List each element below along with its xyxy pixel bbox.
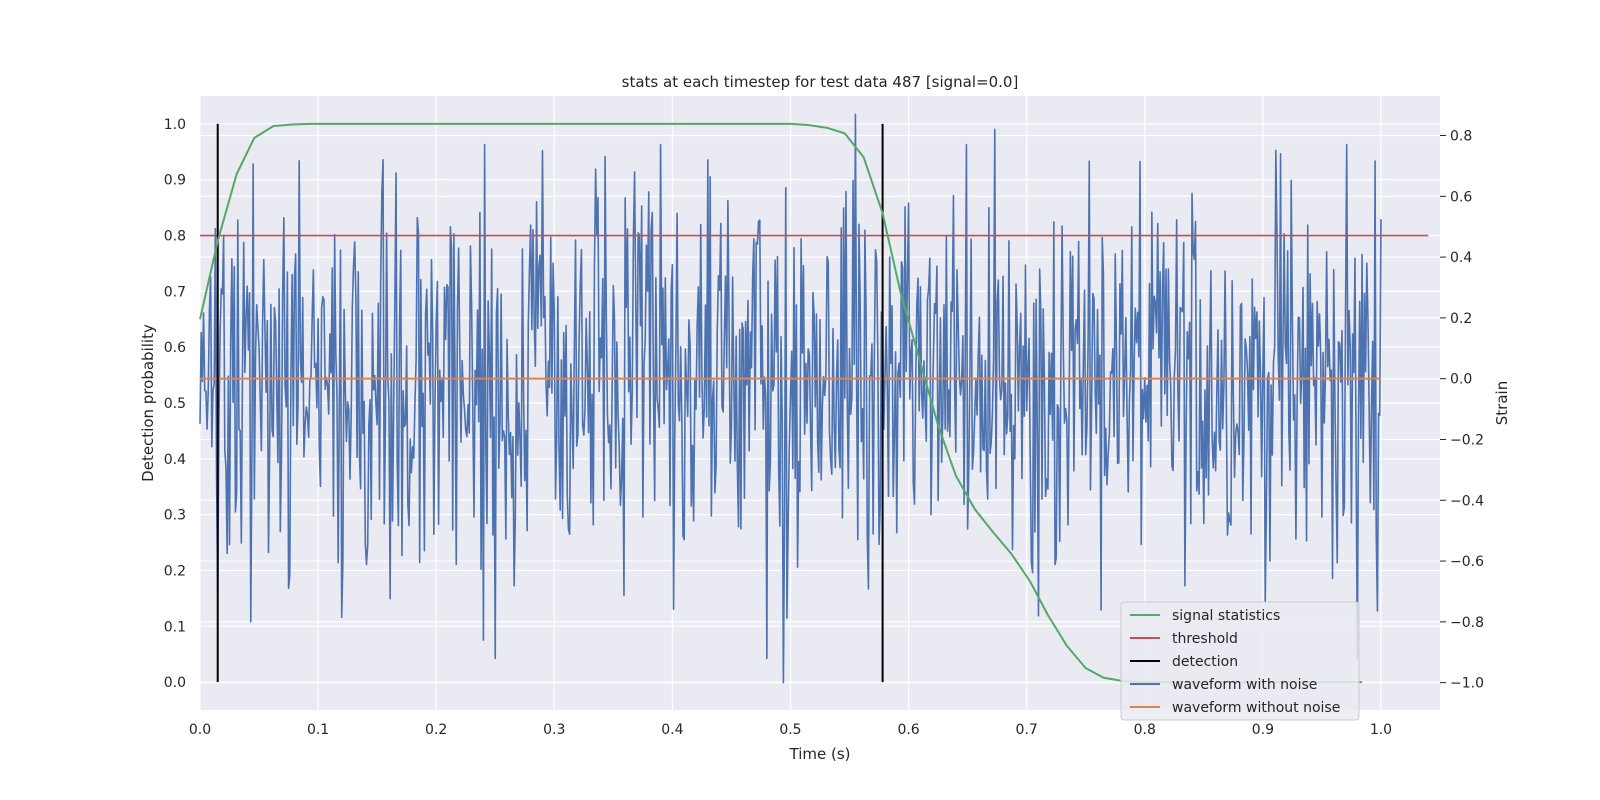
y-tick-label-right: 0.4 (1450, 250, 1472, 266)
y-tick-label-left: 0.7 (164, 284, 186, 300)
y-tick-label-left: 0.6 (164, 340, 186, 356)
x-tick-label: 0.7 (1016, 722, 1038, 738)
y-axis-title-right: Strain (1493, 381, 1511, 425)
x-tick-label: 0.6 (897, 722, 919, 738)
y-axis-title-left: Detection probability (139, 324, 157, 482)
y-tick-label-right: −0.6 (1450, 554, 1484, 570)
x-tick-label: 0.4 (661, 722, 683, 738)
legend-label-waveform-without-noise: waveform without noise (1172, 700, 1340, 716)
y-tick-label-left: 0.8 (164, 229, 186, 245)
y-tick-label-right: 0.0 (1450, 372, 1472, 388)
y-tick-label-right: 0.6 (1450, 189, 1472, 205)
legend-box (1120, 601, 1360, 721)
axes-layer: 0.0 0.1 0.2 0.3 0.4 0.5 0.6 0.7 0.8 0.9 1.0 0.0 0.1 0… (164, 117, 1484, 738)
y-tick-label-left: 0.9 (164, 173, 186, 189)
y-tick-label-right: −0.4 (1450, 493, 1484, 509)
legend-label-threshold: threshold (1172, 631, 1238, 647)
legend-label-waveform-with-noise: waveform with noise (1172, 677, 1317, 693)
x-tick-label: 0.2 (425, 722, 447, 738)
x-tick-label: 0.5 (779, 722, 801, 738)
y-tick-label-left: 1.0 (164, 117, 186, 133)
x-tick-label: 0.9 (1252, 722, 1274, 738)
y-tick-label-left: 0.0 (164, 675, 186, 691)
legend-label-detection: detection (1172, 654, 1238, 670)
series-waveform-with-noise (199, 113, 1382, 684)
legend-label-signal-statistics: signal statistics (1172, 608, 1280, 624)
x-tick-label: 0.8 (1134, 722, 1156, 738)
x-tick-label: 0.0 (189, 722, 211, 738)
y-tick-label-left: 0.4 (164, 452, 186, 468)
y-tick-label-right: 0.8 (1450, 129, 1472, 145)
y-tick-label-right: −0.8 (1450, 615, 1484, 631)
x-axis-title: Time (s) (789, 745, 851, 763)
x-tick-label: 0.3 (543, 722, 565, 738)
y-tick-label-left: 0.5 (164, 396, 186, 412)
y-tick-label-left: 0.3 (164, 508, 186, 524)
y-tick-label-left: 0.2 (164, 563, 186, 579)
x-tick-label: 0.1 (307, 722, 329, 738)
x-tick-label: 1.0 (1370, 722, 1392, 738)
y-tick-label-right: 0.2 (1450, 311, 1472, 327)
y-tick-label-left: 0.1 (164, 619, 186, 635)
legend: signal statistics threshold detection wa… (1120, 601, 1360, 721)
y-tick-label-right: −1.0 (1450, 676, 1484, 692)
y-tick-label-right: −0.2 (1450, 432, 1484, 448)
chart-title: stats at each timestep for test data 487… (622, 73, 1019, 91)
